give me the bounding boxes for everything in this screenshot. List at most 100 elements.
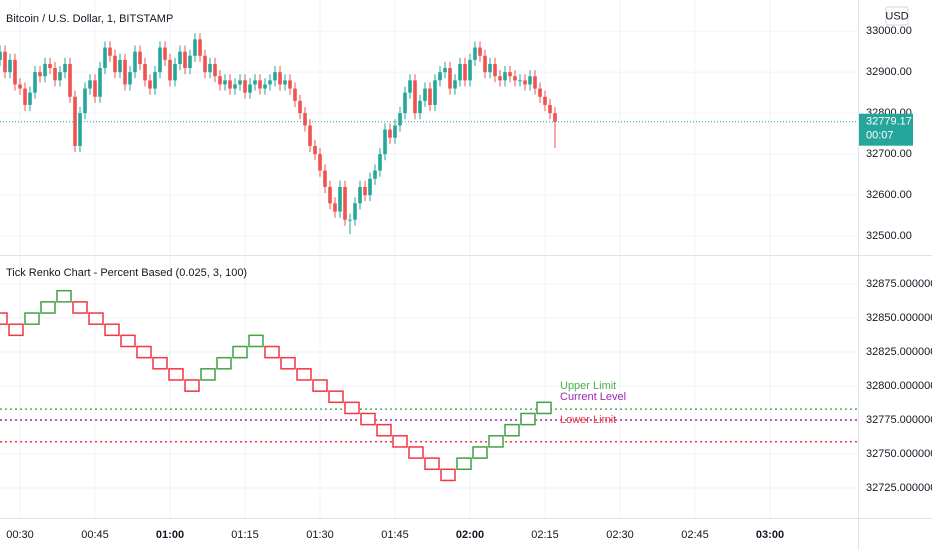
candle-body xyxy=(403,92,407,114)
candle-body xyxy=(263,84,267,89)
candle-body xyxy=(283,80,287,85)
renko-brick xyxy=(248,334,264,348)
candle-body xyxy=(328,186,332,204)
candle-body xyxy=(153,72,157,89)
candle-body xyxy=(18,84,22,89)
renko-brick xyxy=(232,345,248,359)
renko-brick xyxy=(280,356,296,370)
renko-brick xyxy=(408,446,424,459)
candle-body xyxy=(458,63,462,81)
candle-body xyxy=(208,63,212,73)
renko-brick xyxy=(536,401,552,415)
x-tick-label: 02:30 xyxy=(606,529,634,541)
candle-body xyxy=(298,100,302,114)
candle-body xyxy=(418,100,422,114)
candle-body xyxy=(533,76,537,89)
candle-body xyxy=(0,51,2,60)
candle-body xyxy=(83,88,87,114)
candle-body xyxy=(463,63,467,81)
candle-body xyxy=(303,113,307,126)
candle-body xyxy=(13,59,17,85)
candle-body xyxy=(523,80,527,85)
candle-body xyxy=(338,186,342,212)
candle-body xyxy=(378,154,382,171)
renko-brick xyxy=(8,323,24,337)
candle-body xyxy=(243,80,247,93)
labels: Bitcoin / U.S. Dollar, 1, BITSTAMP Tick … xyxy=(6,6,932,541)
candle-body xyxy=(168,59,172,81)
renko-brick xyxy=(472,446,488,459)
candle-body xyxy=(113,55,117,73)
renko-brick xyxy=(216,356,232,370)
candle-body xyxy=(138,51,142,64)
candle-body xyxy=(173,63,177,81)
candle-body xyxy=(123,59,127,85)
candle-body xyxy=(483,55,487,73)
candle-body xyxy=(258,80,262,89)
candle-body xyxy=(428,88,432,105)
candle-body xyxy=(178,51,182,64)
renko-brick xyxy=(168,368,184,381)
renko-brick xyxy=(24,312,40,325)
currency-button[interactable] xyxy=(885,6,909,26)
renko-brick xyxy=(328,390,344,404)
y-tick-label: 32500.00 xyxy=(866,230,912,242)
candle-body xyxy=(58,72,62,81)
candle-body xyxy=(503,72,507,81)
renko-brick xyxy=(200,368,216,381)
candle-body xyxy=(383,129,387,155)
x-tick-label: 02:00 xyxy=(456,529,484,541)
candle-body xyxy=(543,96,547,105)
candle-body xyxy=(343,186,347,220)
candle-body xyxy=(368,178,372,196)
renko-brick xyxy=(184,379,200,392)
renko-brick xyxy=(440,468,456,482)
y-tick-label: 32600.00 xyxy=(866,189,912,201)
y-tick-label: 32750.00000000 xyxy=(866,448,932,460)
candle-body xyxy=(393,125,397,138)
y-tick-label: 32700.00 xyxy=(866,148,912,160)
candle-body xyxy=(433,80,437,105)
candle-body xyxy=(278,72,282,85)
candle-body xyxy=(468,59,472,81)
candle-body xyxy=(363,186,367,196)
candle-body xyxy=(373,170,377,179)
candle-body xyxy=(553,113,557,122)
renko-brick xyxy=(56,289,72,303)
y-tick-label: 32900.00 xyxy=(866,66,912,78)
renko-brick xyxy=(88,312,104,325)
renko-brick xyxy=(152,356,168,370)
candle-body xyxy=(163,47,167,60)
candle-body xyxy=(238,80,242,85)
candle-body xyxy=(228,80,232,89)
candle-body xyxy=(118,59,122,73)
candle-body xyxy=(308,125,312,146)
candle-body xyxy=(198,39,202,56)
marks xyxy=(0,33,858,482)
renko-brick xyxy=(504,423,520,437)
candle-body xyxy=(158,47,162,73)
currency-label[interactable]: USD xyxy=(885,10,908,22)
y-tick-label: 32800.00000000 xyxy=(866,380,932,392)
candle-body xyxy=(78,113,82,146)
renko-brick xyxy=(344,401,360,415)
level-label: Lower Limit xyxy=(560,414,616,426)
x-tick-label: 01:00 xyxy=(156,529,184,541)
candle-body xyxy=(488,63,492,73)
y-tick-label: 33000.00 xyxy=(866,25,912,37)
candle-body xyxy=(203,55,207,73)
candle-body xyxy=(68,63,72,97)
candle-body xyxy=(188,55,192,69)
candle-body xyxy=(8,59,12,73)
candle-body xyxy=(253,80,257,85)
candle-body xyxy=(348,219,352,221)
y-tick-label: 32875.00000000 xyxy=(866,278,932,290)
candle-body xyxy=(93,80,97,97)
candle-body xyxy=(268,80,272,85)
candle-body xyxy=(233,84,237,89)
renko-brick xyxy=(120,334,136,348)
candle-body xyxy=(323,170,327,187)
candle-body xyxy=(3,51,7,73)
chart-title: Bitcoin / U.S. Dollar, 1, BITSTAMP xyxy=(6,13,173,25)
